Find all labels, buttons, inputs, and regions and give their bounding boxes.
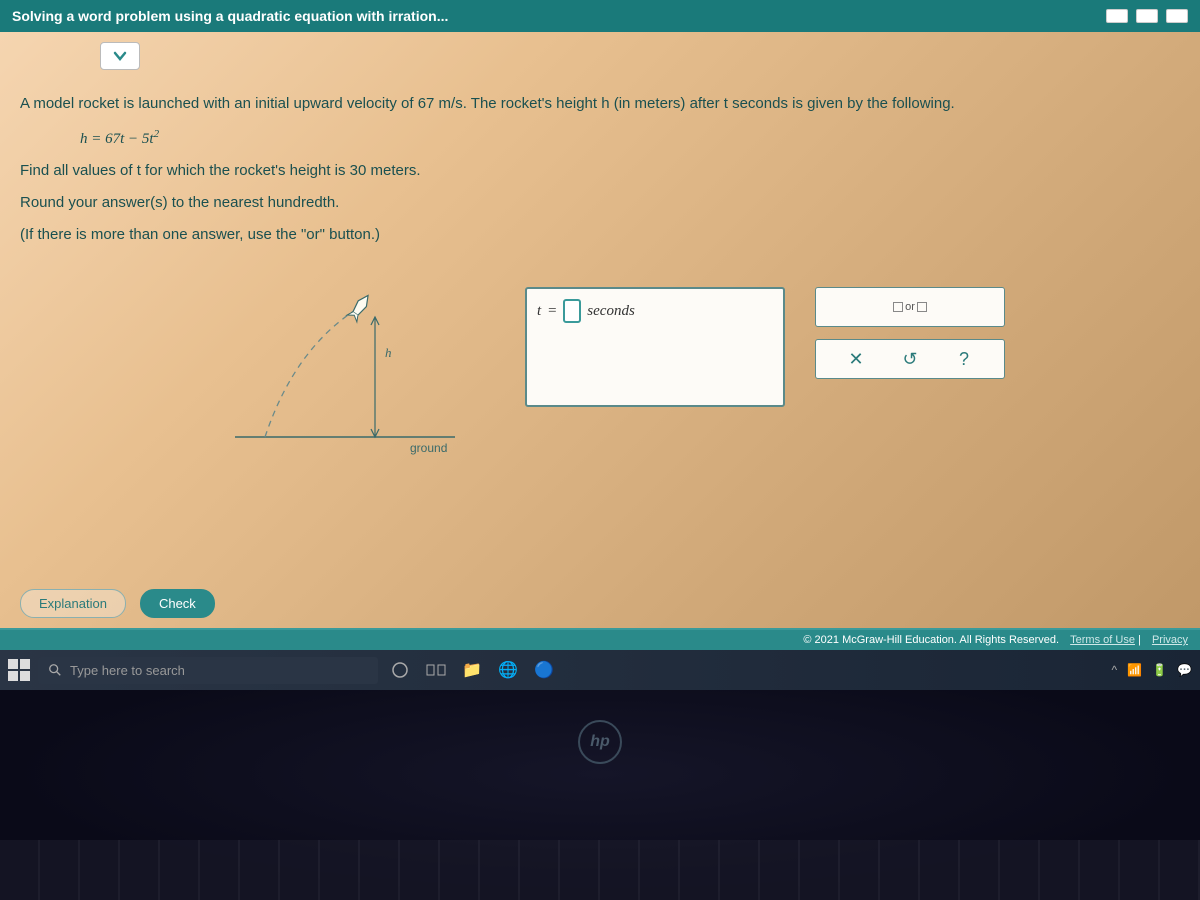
hp-logo: hp xyxy=(578,720,622,764)
laptop-bezel: hp xyxy=(0,690,1200,900)
collapse-button[interactable] xyxy=(100,42,140,70)
reset-button[interactable]: ↺ xyxy=(898,347,922,371)
browser-icon[interactable]: 🌐 xyxy=(494,656,522,684)
wifi-icon[interactable]: 📶 xyxy=(1127,663,1142,677)
answer-variable: t xyxy=(537,303,541,320)
help-icon: ? xyxy=(959,349,969,370)
clear-button[interactable]: ✕ xyxy=(844,347,868,371)
taskbar-search[interactable]: Type here to search xyxy=(38,657,378,684)
problem-text-area: A model rocket is launched with an initi… xyxy=(10,82,1190,497)
utility-button-row: ✕ ↺ ? xyxy=(815,339,1005,379)
tray-chevron-icon[interactable]: ^ xyxy=(1112,663,1118,677)
window-controls xyxy=(1106,9,1188,23)
tool-panel: or ✕ ↺ ? xyxy=(815,287,1005,379)
file-explorer-icon[interactable]: 📁 xyxy=(458,656,486,684)
or-box-right-icon xyxy=(917,302,927,312)
terms-link[interactable]: Terms of Use xyxy=(1070,634,1135,646)
footer: © 2021 McGraw-Hill Education. All Rights… xyxy=(0,628,1200,650)
or-box-left-icon xyxy=(893,302,903,312)
problem-panel: A model rocket is launched with an initi… xyxy=(0,32,1200,650)
battery-icon[interactable]: 🔋 xyxy=(1152,663,1167,677)
chevron-down-icon xyxy=(112,48,128,64)
problem-line-2: Find all values of t for which the rocke… xyxy=(20,159,1180,183)
search-placeholder: Type here to search xyxy=(70,663,185,678)
h-label: h xyxy=(385,345,392,360)
answer-equals: = xyxy=(547,303,557,320)
system-tray: ^ 📶 🔋 💬 xyxy=(1112,663,1193,677)
or-button-row: or xyxy=(815,287,1005,327)
answer-content: t = seconds xyxy=(537,299,773,323)
taskbar: Type here to search 📁 🌐 🔵 ^ 📶 🔋 💬 xyxy=(0,650,1200,690)
answer-row: ground h t = seconds xyxy=(20,287,1180,467)
cortana-icon[interactable] xyxy=(386,656,414,684)
problem-line-4: (If there is more than one answer, use t… xyxy=(20,223,1180,247)
privacy-link[interactable]: Privacy xyxy=(1152,634,1188,646)
answer-input[interactable] xyxy=(563,299,581,323)
rocket-svg: ground h xyxy=(195,287,495,467)
maximize-button[interactable] xyxy=(1136,9,1158,23)
reset-icon: ↺ xyxy=(902,349,917,370)
ground-label: ground xyxy=(410,441,447,455)
answer-unit: seconds xyxy=(587,303,635,320)
keyboard-edge xyxy=(0,840,1200,900)
copyright-text: © 2021 McGraw-Hill Education. All Rights… xyxy=(803,634,1059,646)
task-view-icon[interactable] xyxy=(422,656,450,684)
problem-line-3: Round your answer(s) to the nearest hund… xyxy=(20,191,1180,215)
action-bar: Explanation Check xyxy=(0,579,1200,628)
problem-line-1: A model rocket is launched with an initi… xyxy=(20,92,1180,116)
or-button[interactable]: or xyxy=(893,301,927,313)
minimize-button[interactable] xyxy=(1106,9,1128,23)
search-icon xyxy=(48,663,62,677)
close-window-button[interactable] xyxy=(1166,9,1188,23)
check-button[interactable]: Check xyxy=(140,589,215,618)
x-icon: ✕ xyxy=(848,349,863,370)
window-title: Solving a word problem using a quadratic… xyxy=(12,8,448,24)
notifications-icon[interactable]: 💬 xyxy=(1177,663,1192,677)
answer-box: t = seconds xyxy=(525,287,785,407)
title-bar: Solving a word problem using a quadratic… xyxy=(0,0,1200,32)
rocket-diagram: ground h xyxy=(195,287,495,467)
problem-equation: h = 67t − 5t2 xyxy=(80,126,1180,151)
explanation-button[interactable]: Explanation xyxy=(20,589,126,618)
start-button[interactable] xyxy=(8,659,30,681)
edge-icon[interactable]: 🔵 xyxy=(530,656,558,684)
help-button[interactable]: ? xyxy=(952,347,976,371)
